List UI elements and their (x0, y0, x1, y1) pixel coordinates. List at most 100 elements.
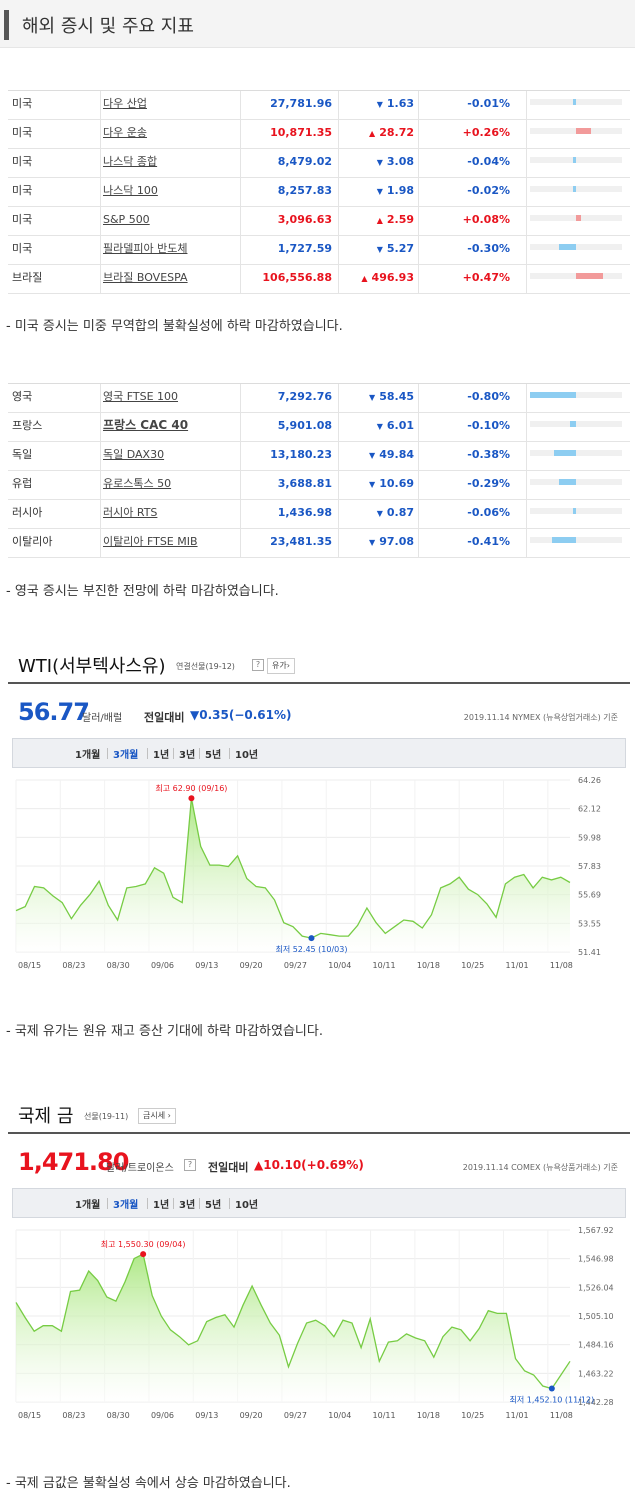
country-cell: 미국 (12, 242, 33, 255)
tab-period[interactable]: 10년 (235, 1200, 259, 1211)
price-cell: 3,688.81 (240, 471, 338, 500)
x-tick-label: 11/08 (550, 961, 573, 970)
y-tick-label: 1,526.04 (578, 1283, 614, 1292)
help-icon[interactable]: ? (184, 1159, 196, 1171)
table-row: 러시아 러시아 RTS 1,436.98 ▼ 0.87 -0.06% (8, 500, 630, 529)
change-bar-cell (526, 178, 630, 207)
gold-widget: 국제 금 선물(19-11) 금시세 › 1,471.80 달러/트로이온스 ?… (8, 1096, 630, 1448)
min-label: 최저 1,452.10 (11/12) (509, 1395, 594, 1405)
change-bar-track (530, 421, 622, 427)
gold-title: 국제 금 (18, 1106, 74, 1127)
change-bar-track (530, 273, 622, 279)
change-cell: ▼ 6.01 (338, 413, 418, 442)
country-cell: 미국 (12, 184, 33, 197)
tab-period[interactable]: 1년 (153, 1200, 170, 1211)
max-point (140, 1251, 147, 1258)
y-tick-label: 1,484.16 (578, 1341, 614, 1350)
tab-period[interactable]: 5년 (205, 1200, 222, 1211)
tab-period[interactable]: 10년 (235, 750, 259, 761)
gold-period-tabs: 1개월 3개월 1년 3년 5년 10년 (12, 1188, 626, 1218)
oil-note: - 국제 유가는 원유 재고 증산 기대에 하락 마감하였습니다. (6, 1024, 323, 1039)
us-market-note: - 미국 증시는 미중 무역합의 불확실성에 하락 마감하였습니다. (6, 319, 343, 334)
index-link[interactable]: 필라델피아 반도체 (103, 242, 188, 255)
max-point (188, 795, 195, 802)
x-tick-label: 11/08 (550, 1411, 573, 1420)
index-link[interactable]: 프랑스 CAC 40 (103, 418, 189, 432)
change-bar-fill (530, 392, 576, 398)
tab-period[interactable]: 1개월 (75, 1200, 101, 1211)
index-name-cell: 다우 산업 (100, 91, 240, 120)
index-link[interactable]: 나스닥 종합 (103, 155, 158, 168)
tab-period[interactable]: 1개월 (75, 750, 101, 761)
tab-separator (199, 1198, 200, 1209)
change-value: 3.08 (386, 155, 414, 168)
series-line (15, 798, 571, 939)
change-bar-track (530, 157, 622, 163)
index-link[interactable]: 브라질 BOVESPA (103, 271, 188, 284)
index-link[interactable]: 나스닥 100 (103, 184, 158, 197)
change-bar-fill (559, 479, 576, 485)
min-point (548, 1385, 555, 1392)
index-link[interactable]: 이탈리아 FTSE MIB (103, 535, 198, 548)
tab-period[interactable]: 3년 (179, 750, 196, 761)
index-name-cell: 나스닥 종합 (100, 149, 240, 178)
country-cell: 프랑스 (12, 419, 43, 432)
change-cell: ▼ 0.87 (338, 500, 418, 529)
change-value: 1.63 (386, 97, 414, 110)
change-cell: ▼ 1.98 (338, 178, 418, 207)
triangle-down-icon: ▼ (376, 100, 383, 109)
price-cell: 8,479.02 (240, 149, 338, 178)
tab-period[interactable]: 5년 (205, 750, 222, 761)
x-tick-label: 10/04 (328, 961, 351, 970)
x-tick-label: 09/27 (284, 1411, 307, 1420)
gold-header: 국제 금 선물(19-11) 금시세 › (8, 1096, 630, 1134)
index-link[interactable]: 러시아 RTS (103, 506, 158, 519)
wti-chart-svg: 64.26 62.12 59.98 57.83 55.69 53.55 51.41 08/15… (15, 776, 601, 970)
change-bar-cell (526, 120, 630, 149)
wti-widget: WTI(서부텍사스유) 연결선물(19-12) ? 유가› 56.77 달러/배… (8, 646, 630, 998)
tab-period[interactable]: 3개월 (113, 750, 139, 761)
tab-period[interactable]: 3개월 (113, 1200, 139, 1211)
series-area (16, 1254, 570, 1402)
oil-price-link[interactable]: 유가› (267, 658, 295, 674)
y-tick-label: 57.83 (578, 862, 601, 871)
y-tick-label: 1,463.22 (578, 1369, 614, 1378)
tab-separator (229, 748, 230, 759)
tab-period[interactable]: 1년 (153, 750, 170, 761)
y-tick-label: 62.12 (578, 805, 601, 814)
index-link[interactable]: 독일 DAX30 (103, 448, 165, 461)
index-link[interactable]: S&P 500 (103, 213, 150, 226)
change-cell: ▲ 2.59 (338, 207, 418, 236)
index-link[interactable]: 다우 운송 (103, 126, 147, 139)
change-bar-fill (576, 215, 581, 221)
index-name-cell: 프랑스 CAC 40 (100, 413, 240, 442)
y-tick-label: 55.69 (578, 891, 601, 900)
x-tick-label: 08/15 (18, 961, 41, 970)
percent-cell: -0.02% (418, 178, 526, 207)
y-tick-label: 53.55 (578, 919, 601, 928)
gold-price-link[interactable]: 금시세 › (138, 1108, 176, 1124)
x-tick-label: 11/01 (506, 961, 529, 970)
index-link[interactable]: 다우 산업 (103, 97, 147, 110)
triangle-down-icon: ▼ (376, 187, 383, 196)
triangle-up-icon: ▲ (361, 274, 368, 283)
change-value: 58.45 (379, 390, 414, 403)
gold-unit: 달러/트로이온스 (106, 1163, 174, 1174)
index-link[interactable]: 유로스톡스 50 (103, 477, 172, 490)
index-link[interactable]: 영국 FTSE 100 (103, 390, 179, 403)
percent-cell: -0.04% (418, 149, 526, 178)
help-icon[interactable]: ? (252, 659, 264, 671)
price-cell: 10,871.35 (240, 120, 338, 149)
price-cell: 1,436.98 (240, 500, 338, 529)
wti-price: 56.77 (18, 698, 90, 726)
percent-cell: -0.10% (418, 413, 526, 442)
change-bar-track (530, 128, 622, 134)
triangle-down-icon: ▼ (376, 509, 383, 518)
percent-cell: +0.47% (418, 265, 526, 294)
percent-cell: +0.08% (418, 207, 526, 236)
index-name-cell: S&P 500 (100, 207, 240, 236)
gold-note: - 국제 금값은 불확실성 속에서 상승 마감하였습니다. (6, 1476, 291, 1491)
change-cell: ▼ 58.45 (338, 384, 418, 413)
index-name-cell: 다우 운송 (100, 120, 240, 149)
tab-period[interactable]: 3년 (179, 1200, 196, 1211)
